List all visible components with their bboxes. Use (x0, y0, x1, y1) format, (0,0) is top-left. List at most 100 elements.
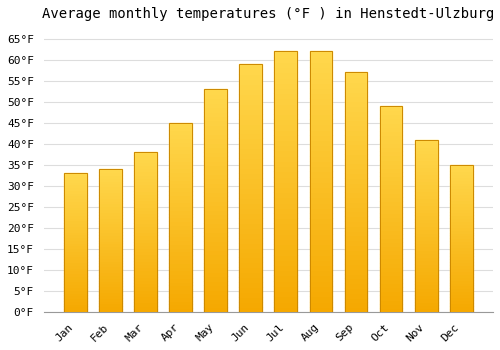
Bar (134, 264, 157, 267)
Bar (415, 240, 438, 243)
Bar (310, 135, 332, 140)
Bar (274, 223, 297, 229)
Bar (380, 250, 402, 254)
Bar (344, 154, 368, 159)
Bar (240, 109, 262, 114)
Bar (380, 201, 402, 205)
Bar (134, 226, 157, 229)
Bar (240, 74, 262, 79)
Bar (64, 190, 87, 193)
Bar (344, 135, 368, 140)
Bar (134, 242, 157, 245)
Bar (204, 241, 227, 245)
Bar (170, 293, 192, 297)
Bar (64, 273, 87, 276)
Bar (64, 309, 87, 312)
Bar (204, 120, 227, 125)
Bar (99, 212, 122, 215)
Bar (99, 275, 122, 278)
Bar (204, 94, 227, 98)
Bar (274, 250, 297, 255)
Bar (274, 78, 297, 83)
Bar (240, 307, 262, 312)
Bar (274, 176, 297, 182)
Bar (310, 104, 332, 109)
Bar (274, 218, 297, 223)
Bar (204, 178, 227, 183)
Bar (380, 106, 402, 312)
Bar (450, 256, 472, 259)
Bar (415, 274, 438, 278)
Bar (344, 245, 368, 250)
Bar (274, 93, 297, 98)
Bar (310, 260, 332, 265)
Bar (64, 295, 87, 298)
Bar (415, 233, 438, 236)
Bar (380, 246, 402, 250)
Bar (380, 234, 402, 238)
Bar (450, 168, 472, 171)
Bar (240, 243, 262, 247)
Bar (274, 98, 297, 104)
Bar (380, 254, 402, 258)
Bar (240, 69, 262, 74)
Bar (380, 188, 402, 193)
Bar (134, 251, 157, 254)
Bar (204, 196, 227, 201)
Bar (240, 139, 262, 143)
Bar (134, 197, 157, 200)
Bar (99, 303, 122, 306)
Bar (134, 299, 157, 302)
Bar (204, 223, 227, 228)
Bar (310, 51, 332, 57)
Bar (240, 158, 262, 163)
Bar (204, 259, 227, 263)
Bar (134, 206, 157, 210)
Bar (344, 116, 368, 120)
Bar (64, 206, 87, 209)
Bar (64, 257, 87, 259)
Bar (99, 258, 122, 260)
Bar (240, 104, 262, 109)
Bar (240, 272, 262, 277)
Bar (310, 119, 332, 124)
Bar (99, 255, 122, 258)
Bar (99, 266, 122, 269)
Bar (99, 284, 122, 286)
Bar (64, 265, 87, 268)
Bar (204, 116, 227, 120)
Bar (64, 279, 87, 281)
Title: Average monthly temperatures (°F ) in Henstedt-Ulzburg: Average monthly temperatures (°F ) in He… (42, 7, 494, 21)
Bar (134, 280, 157, 283)
Bar (99, 252, 122, 255)
Bar (99, 246, 122, 249)
Bar (240, 213, 262, 218)
Bar (310, 140, 332, 145)
Bar (415, 147, 438, 150)
Bar (380, 106, 402, 110)
Bar (380, 221, 402, 225)
Bar (450, 174, 472, 177)
Bar (344, 274, 368, 278)
Bar (274, 156, 297, 161)
Bar (99, 226, 122, 229)
Bar (170, 278, 192, 282)
Bar (344, 92, 368, 97)
Bar (415, 205, 438, 209)
Bar (450, 206, 472, 209)
Bar (64, 234, 87, 237)
Bar (310, 166, 332, 171)
Bar (204, 98, 227, 103)
Bar (344, 149, 368, 154)
Bar (344, 140, 368, 144)
Bar (310, 51, 332, 312)
Bar (274, 51, 297, 312)
Bar (64, 187, 87, 190)
Bar (240, 282, 262, 287)
Bar (240, 287, 262, 292)
Bar (99, 206, 122, 209)
Bar (204, 254, 227, 259)
Bar (415, 140, 438, 143)
Bar (310, 187, 332, 192)
Bar (170, 225, 192, 229)
